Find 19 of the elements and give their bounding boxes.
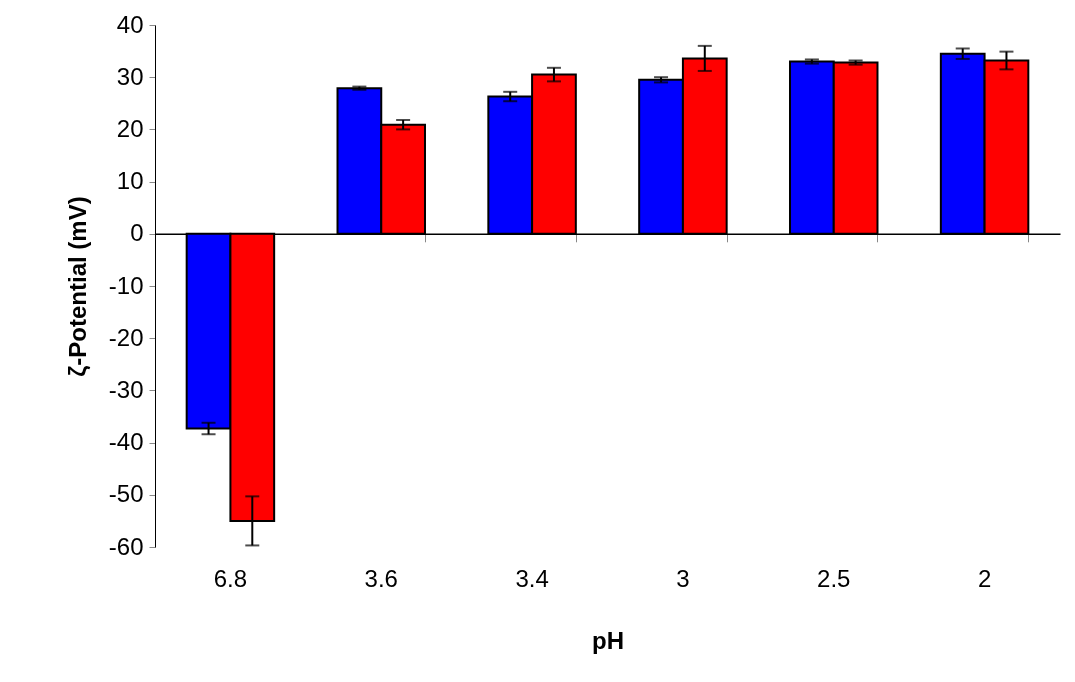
y-tick-label: -60 [108, 532, 144, 560]
y-tick-label: -20 [108, 323, 144, 351]
y-tick-label: 10 [116, 167, 144, 195]
x-tick-label: 3 [676, 564, 690, 592]
y-tick-label: -10 [108, 271, 144, 299]
y-tick-label: 40 [116, 10, 144, 38]
x-tick-label: 3.6 [364, 564, 398, 592]
y-tick-label: -30 [108, 375, 144, 403]
y-tick-label: 20 [116, 114, 144, 142]
y-axis-title: ζ-Potential (mV) [63, 196, 91, 377]
x-tick-label: 2 [977, 564, 992, 592]
y-tick-label: 0 [130, 219, 144, 247]
x-tick-label: 6.8 [213, 564, 248, 592]
y-tick-label: -50 [108, 480, 144, 508]
x-axis-title: pH [592, 626, 624, 654]
y-tick-label: -40 [108, 428, 144, 456]
x-tick-label: 3.4 [515, 564, 549, 592]
y-tick-label: 30 [116, 62, 144, 90]
x-tick-label: 2.5 [817, 564, 851, 592]
